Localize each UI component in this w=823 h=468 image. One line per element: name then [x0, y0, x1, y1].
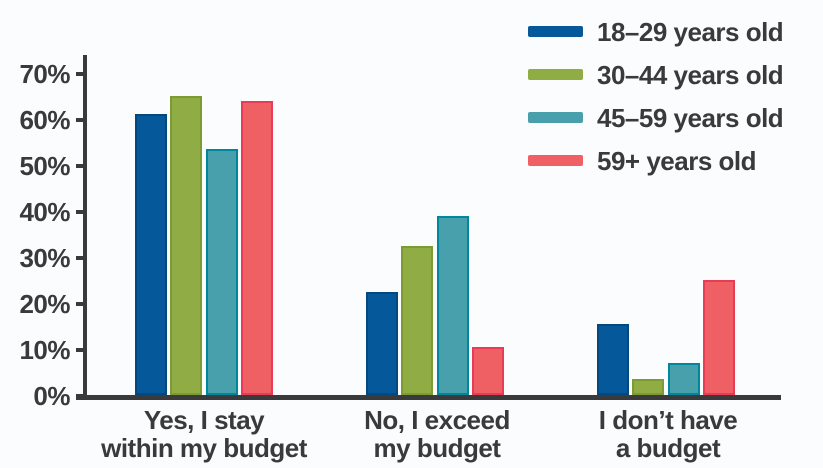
legend-swatch — [528, 69, 583, 80]
y-axis-line — [83, 55, 87, 399]
y-axis-tick-label: 40% — [19, 197, 70, 227]
legend-swatch — [528, 112, 583, 123]
y-axis-tick-label: 60% — [19, 105, 70, 135]
y-axis-tick — [76, 210, 85, 214]
legend-item: 30–44 years old — [528, 59, 784, 91]
bar-18-29-cat2 — [597, 323, 629, 395]
legend-item: 18–29 years old — [528, 16, 784, 48]
category-label: Yes, I stay within my budget — [54, 406, 354, 462]
legend-item: 59+ years old — [528, 145, 757, 177]
bar-30-44-cat0 — [170, 96, 202, 395]
category-label-line: No, I exceed — [364, 405, 510, 435]
y-axis-tick — [76, 72, 85, 76]
bar-59+-cat1 — [472, 346, 504, 395]
legend-label: 45–59 years old — [597, 102, 784, 133]
bar-59+-cat0 — [241, 100, 273, 395]
y-axis-tick-label: 30% — [19, 243, 70, 273]
category-label-line: within my budget — [101, 433, 307, 463]
legend-label: 59+ years old — [597, 145, 757, 176]
bar-59+-cat2 — [703, 280, 735, 395]
y-axis-tick-label: 10% — [19, 335, 70, 365]
legend-item: 45–59 years old — [528, 102, 784, 134]
bar-45-59-cat1 — [437, 215, 469, 395]
bar-18-29-cat0 — [135, 114, 167, 395]
y-axis-tick — [76, 348, 85, 352]
category-label: No, I exceed my budget — [287, 406, 587, 462]
y-axis-tick-label: 70% — [19, 59, 70, 89]
y-axis-tick-label: 20% — [19, 289, 70, 319]
y-axis-tick — [76, 256, 85, 260]
legend-label: 30–44 years old — [597, 59, 784, 90]
y-axis-tick — [76, 118, 85, 122]
y-axis-tick — [76, 164, 85, 168]
category-label-line: a budget — [615, 433, 721, 463]
bar-30-44-cat1 — [401, 245, 433, 395]
category-label-line: Yes, I stay — [143, 405, 265, 435]
legend-swatch — [528, 26, 583, 37]
legend-swatch — [528, 155, 583, 166]
legend-label: 18–29 years old — [597, 16, 784, 47]
category-label: I don’t have a budget — [518, 406, 818, 462]
x-axis-line — [76, 395, 781, 400]
bar-18-29-cat1 — [366, 291, 398, 395]
category-label-line: my budget — [373, 433, 501, 463]
y-axis-tick-label: 50% — [19, 151, 70, 181]
bar-45-59-cat0 — [206, 148, 238, 395]
y-axis-tick-label: 0% — [33, 381, 70, 411]
bar-30-44-cat2 — [632, 378, 664, 395]
bar-45-59-cat2 — [668, 362, 700, 395]
y-axis-tick — [76, 302, 85, 306]
category-label-line: I don’t have — [598, 405, 738, 435]
